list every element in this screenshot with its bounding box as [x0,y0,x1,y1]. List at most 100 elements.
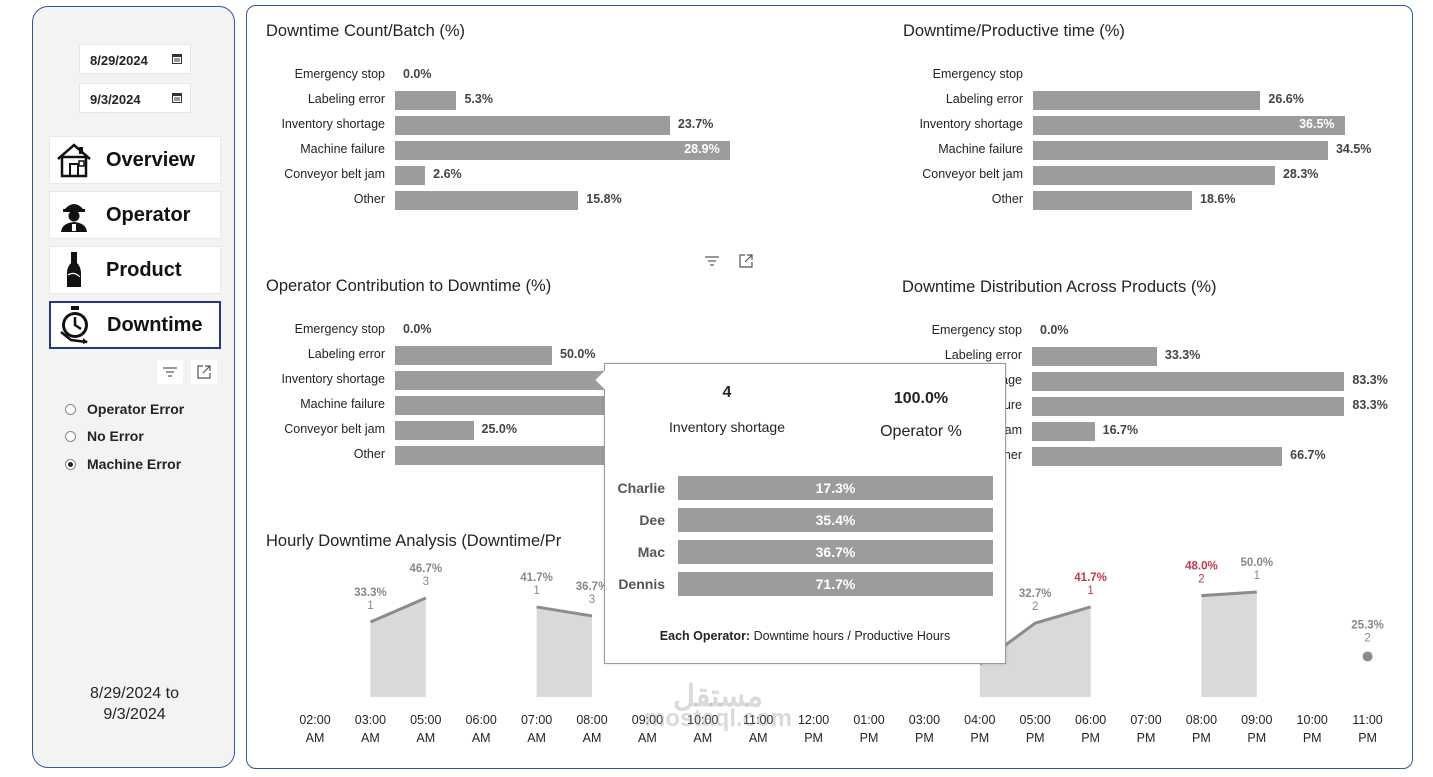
bottle-icon [54,250,94,290]
bar-row[interactable]: Labeling error 33.3% [0,346,1433,366]
bar-row[interactable]: Emergency stop 0.0% [0,65,1433,85]
bar-occluded [0,370,1433,390]
data-label: 34.5% [1335,142,1372,156]
calendar-icon[interactable] [172,92,182,103]
bar[interactable] [1032,397,1345,416]
bar-row[interactable]: Inventory shortage [0,370,1433,390]
x-tick-label: PM [804,731,823,745]
bar[interactable] [1033,166,1275,185]
bar[interactable] [395,141,731,160]
tooltip-count: 4 [722,384,732,401]
bar[interactable] [395,346,552,365]
bar[interactable] [1033,91,1261,110]
bar-row[interactable]: Conveyor belt jam 2.6% [0,165,1433,185]
operator-name: Dee [639,512,665,528]
focus-mode-icon[interactable] [733,249,759,273]
bar-row[interactable]: Other 18.6% [0,190,1433,210]
bar-row[interactable]: Inventory shortage 23.7% [0,115,1433,135]
series-area [536,606,592,697]
bar-row[interactable]: Other [0,445,1433,465]
tooltip-operator-row: Dennis 71.7% [605,572,1005,596]
x-tick-label: 06:00 [1075,713,1106,727]
nav-downtime-button[interactable]: Downtime [49,301,221,349]
category-label: Machine failure [300,142,385,156]
bar-row[interactable]: Inventory shortage 36.5% [0,115,1433,135]
start-date-input[interactable]: 8/29/2024 [79,44,191,74]
bar[interactable] [395,191,579,210]
x-tick-label: PM [860,731,879,745]
radio-machine-error[interactable]: Machine Error [65,456,181,472]
bar[interactable] [1032,422,1095,441]
date-range-line1: 8/29/2024 to [90,685,179,702]
bar[interactable] [1032,372,1345,391]
data-label: 5.3% [464,92,493,106]
data-label: 66.7% [1290,448,1326,462]
radio-dot[interactable] [65,430,76,442]
x-tick-label: 09:00 [632,713,663,727]
operator-name: Charlie [617,480,665,496]
data-label: 36.5% [1299,117,1335,131]
bar[interactable] [1033,191,1193,210]
data-label: 23.7% [677,117,714,131]
bar-row[interactable]: Machine failure 28.9% [0,140,1433,160]
bar[interactable] [1032,447,1283,466]
bar-row[interactable]: Other 66.7% [0,446,1433,466]
bar[interactable] [395,421,474,440]
bar[interactable] [1033,116,1346,135]
end-date-input[interactable]: 9/3/2024 [79,83,191,113]
bar[interactable] [395,91,457,110]
bar-row[interactable]: Machine failure 34.5% [0,140,1433,160]
start-date-value: 8/29/2024 [90,53,148,68]
bar-row[interactable]: Conveyor belt jam 28.3% [0,165,1433,185]
bar[interactable] [1033,141,1328,160]
series-point [1362,651,1373,662]
tooltip-operator-row: Mac 36.7% [605,540,1005,564]
x-tick-label: 09:00 [1241,713,1272,727]
x-tick-label: PM [1081,731,1100,745]
nav-overview-button[interactable]: Overview [49,136,221,184]
bar-row[interactable]: Emergency stop [0,65,1433,85]
bar-row[interactable]: Emergency stop 0.0% [0,321,1433,341]
bar-row[interactable]: Emergency stop 0.0% [0,320,1433,340]
nav-product-button[interactable]: Product [49,246,221,294]
count-label: 2 [1364,632,1370,644]
count-label: 2 [1032,601,1038,613]
bar[interactable] [395,166,426,185]
bar-row[interactable]: Labeling error 26.6% [0,90,1433,110]
radio-no-error[interactable]: No Error [65,428,144,444]
x-tick-label: 01:00 [853,713,884,727]
series-line [1201,590,1257,598]
calendar-icon[interactable] [172,53,182,64]
category-label: Emergency stop [931,323,1022,337]
count-label: 1 [533,585,539,597]
point-label: 25.3% [1351,619,1384,631]
radio-dot[interactable] [65,403,76,415]
bar[interactable] [395,116,670,135]
house-icon [54,140,94,180]
bar-occluded [0,395,1433,415]
tooltip-percent-label: Operator % [880,423,962,440]
operator-bar: 71.7% [678,572,993,596]
data-label: 50.0% [560,347,596,361]
x-tick-label: 02:00 [299,713,330,727]
bar-row[interactable]: Machine failure [0,395,1433,415]
bar-row[interactable]: Labeling error 50.0% [0,345,1433,365]
radio-operator-error[interactable]: Operator Error [65,401,184,417]
x-tick-label: PM [915,731,934,745]
data-label: 83.3% [1352,398,1388,412]
filter-icon[interactable] [157,360,183,384]
nav-operator-button[interactable]: Operator [49,191,221,239]
data-label: 15.8% [586,192,622,206]
category-label: Labeling error [945,92,1023,106]
bar-row[interactable]: Other 15.8% [0,190,1433,210]
bar-row[interactable]: Labeling error 5.3% [0,90,1433,110]
point-label: 32.7% [1019,588,1052,600]
nav-operator-label: Operator [106,203,191,226]
bar[interactable] [1032,347,1157,366]
focus-mode-icon[interactable] [191,360,217,384]
filter-icon[interactable] [699,249,725,273]
count-batch-title: Downtime Count/Batch (%) [266,22,465,40]
bar-row[interactable]: Conveyor belt jam 25.0% [0,420,1433,440]
radio-dot-selected[interactable] [65,458,76,470]
nav-downtime-label: Downtime [107,313,203,336]
